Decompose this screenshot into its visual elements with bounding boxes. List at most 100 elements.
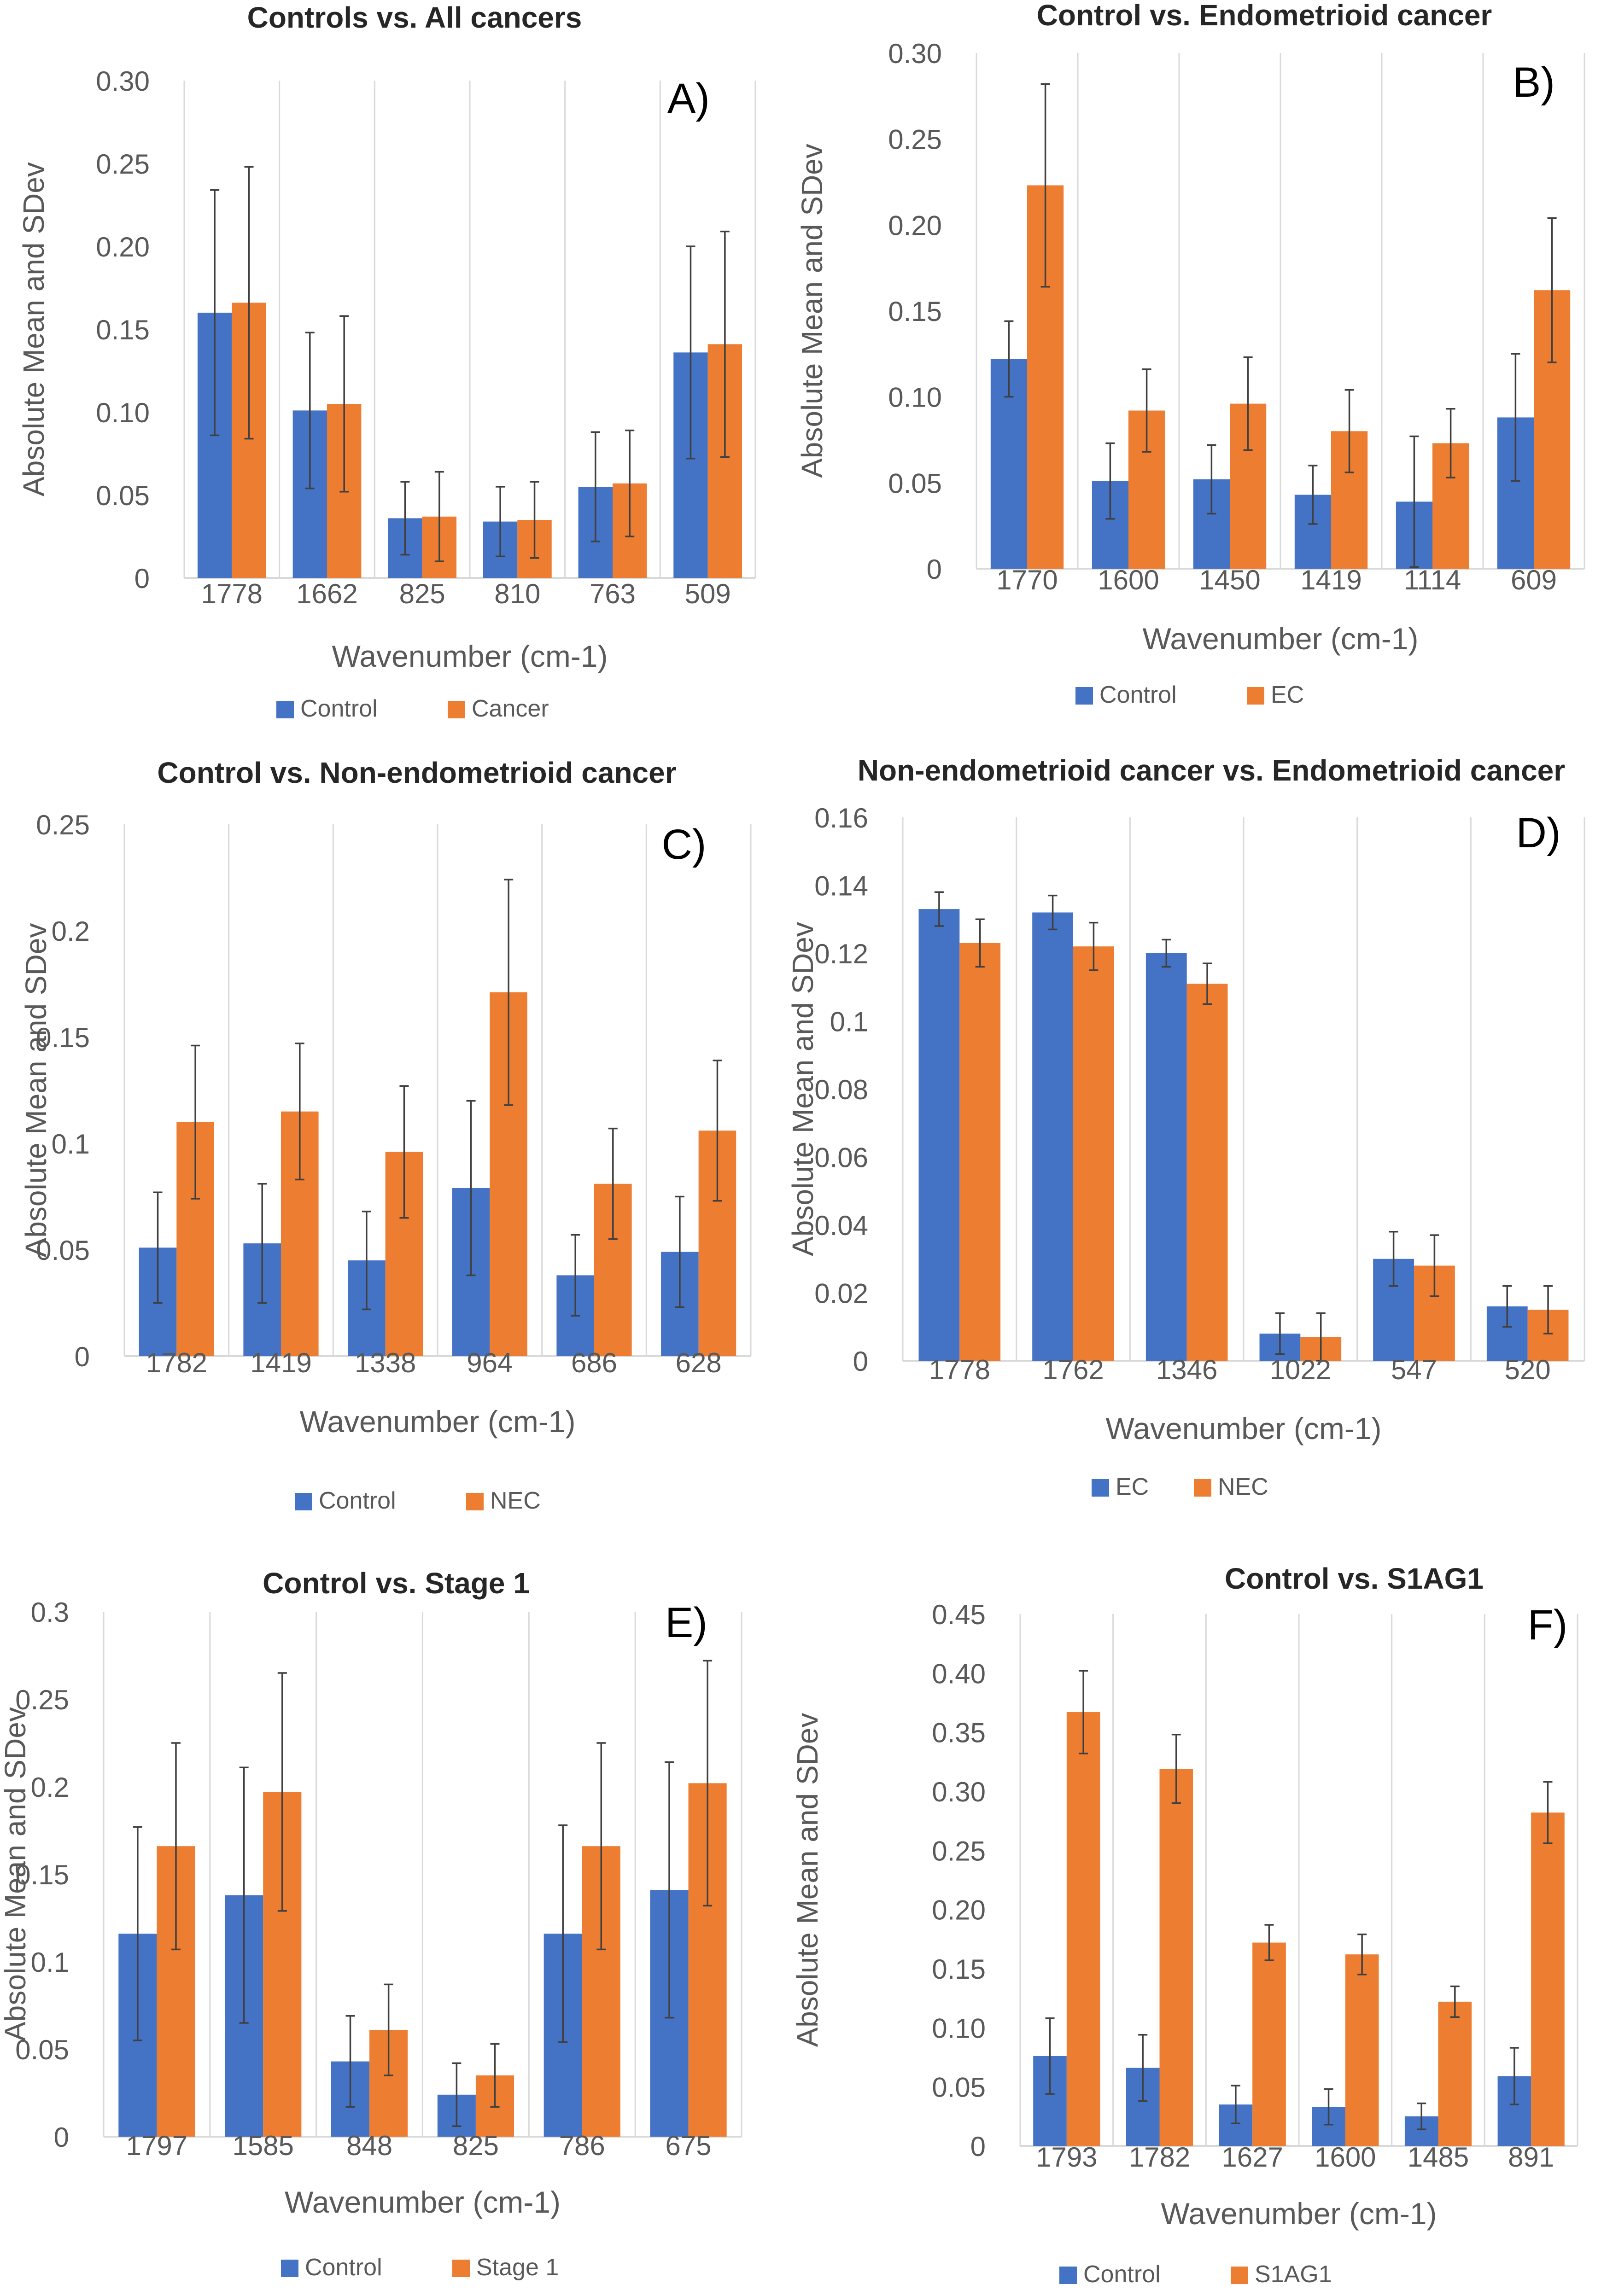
- error-bar: [703, 1660, 713, 1907]
- x-axis-label: Wavenumber (cm-1): [1143, 622, 1419, 656]
- chart-title: Non-endometrioid cancer vs. Endometrioid…: [858, 754, 1565, 787]
- x-tick-label: 1419: [1300, 565, 1362, 595]
- legend-entry-stage-1[interactable]: Stage 1: [452, 2254, 559, 2281]
- bar-ec-1346[interactable]: [1145, 953, 1187, 1361]
- legend-swatch: [1231, 2267, 1248, 2284]
- x-tick-label: 1585: [233, 2130, 294, 2161]
- legend-entry-s1ag1[interactable]: S1AG1: [1231, 2261, 1332, 2288]
- x-tick-label: 609: [1511, 565, 1557, 595]
- y-tick-label: 0.15: [36, 1022, 90, 1053]
- bar-s1ag1-1793[interactable]: [1066, 1712, 1100, 2146]
- error-bar: [934, 891, 944, 927]
- legend-swatch: [1059, 2267, 1077, 2284]
- error-bar: [400, 481, 410, 556]
- legend-label: EC: [1116, 1474, 1149, 1500]
- x-tick-label: 1782: [146, 1347, 207, 1378]
- bar-s1ag1-891[interactable]: [1531, 1812, 1565, 2146]
- legend-entry-control[interactable]: Control: [281, 2254, 382, 2281]
- error-bar: [1502, 1285, 1512, 1328]
- x-tick-label: 1600: [1315, 2142, 1376, 2173]
- error-bar: [1511, 353, 1520, 482]
- bar-ec-1762[interactable]: [1032, 912, 1073, 1361]
- x-tick-label: 891: [1508, 2142, 1554, 2173]
- legend-swatch: [276, 701, 294, 718]
- chart-title: Control vs. S1AG1: [1225, 1562, 1484, 1595]
- error-bar: [625, 429, 635, 537]
- y-tick-label: 0.05: [932, 2072, 986, 2103]
- legend-entry-control[interactable]: Control: [295, 1487, 396, 1514]
- panel-label: A): [667, 75, 710, 122]
- error-bar: [1231, 2085, 1240, 2124]
- bar-s1ag1-1600[interactable]: [1345, 1954, 1379, 2146]
- bar-s1ag1-1627[interactable]: [1252, 1942, 1286, 2146]
- x-tick-label: 825: [399, 578, 445, 609]
- chart-title: Control vs. Endometrioid cancer: [1037, 0, 1492, 32]
- x-tick-label: 964: [467, 1347, 513, 1378]
- y-tick-label: 0.25: [36, 810, 90, 840]
- error-bar: [295, 1043, 304, 1181]
- legend-entry-control[interactable]: Control: [1059, 2261, 1161, 2288]
- legend-entry-control[interactable]: Control: [1075, 682, 1177, 708]
- bar-nec-1762[interactable]: [1073, 946, 1114, 1361]
- legend-label: S1AG1: [1255, 2261, 1332, 2288]
- legend-entry-cancer[interactable]: Cancer: [448, 695, 549, 722]
- y-axis-label: Absolute Mean and SDev: [19, 923, 53, 1258]
- x-tick-label: 547: [1391, 1354, 1437, 1385]
- error-bar: [345, 2015, 355, 2108]
- error-bar: [1243, 356, 1253, 451]
- legend-swatch: [295, 1493, 312, 1510]
- x-tick-label: 825: [453, 2130, 499, 2161]
- bar-ec-1778[interactable]: [918, 909, 960, 1361]
- y-tick-label: 0.10: [96, 397, 150, 428]
- error-bar: [1509, 2047, 1519, 2105]
- error-bar: [1357, 1933, 1367, 1975]
- y-tick-label: 0.2: [52, 916, 90, 947]
- error-bar: [466, 1100, 476, 1276]
- panel-label: B): [1513, 59, 1555, 106]
- error-bar: [384, 1983, 393, 2076]
- error-bar: [1142, 368, 1151, 453]
- y-tick-label: 0: [75, 1341, 90, 1372]
- error-bar: [665, 1761, 674, 2019]
- error-bar: [1203, 962, 1212, 1005]
- legend-entry-ec[interactable]: EC: [1092, 1474, 1149, 1500]
- bar-nec-1346[interactable]: [1186, 984, 1228, 1361]
- y-axis-label: Absolute Mean and SDev: [786, 922, 819, 1256]
- bar-s1ag1-1782[interactable]: [1159, 1769, 1193, 2146]
- bar-nec-1778[interactable]: [959, 943, 1001, 1361]
- y-tick-label: 0: [853, 1346, 868, 1377]
- error-bar: [362, 1211, 371, 1311]
- error-bar: [1171, 1734, 1181, 1804]
- error-bar: [1207, 444, 1216, 515]
- legend-entry-nec[interactable]: NEC: [466, 1487, 541, 1514]
- error-bar: [1446, 408, 1455, 478]
- x-axis-label: Wavenumber (cm-1): [1161, 2197, 1437, 2231]
- legend-entry-nec[interactable]: NEC: [1194, 1474, 1268, 1500]
- bar-s1ag1-1485[interactable]: [1438, 2001, 1472, 2146]
- error-bar: [504, 879, 514, 1106]
- error-bar: [1324, 2088, 1333, 2126]
- error-bar: [305, 332, 315, 490]
- x-tick-label: 520: [1505, 1354, 1551, 1385]
- x-axis-label: Wavenumber (cm-1): [332, 639, 608, 673]
- error-bar: [1004, 320, 1014, 398]
- error-bar: [1543, 1781, 1553, 1844]
- error-bar: [191, 1044, 200, 1200]
- y-tick-label: 0.15: [96, 315, 150, 345]
- legend-label: Control: [1099, 682, 1177, 708]
- chart-panel-d: 0 0.02 0.04 0.06 0.08 0.1 0.12 0.14 0.16 1778 1762…: [786, 754, 1585, 1500]
- error-bar: [590, 431, 600, 542]
- chart-panel-a: 0 0.05 0.10 0.15 0.20 0.25 0.30 1778 1662 825 810 7…: [17, 1, 756, 722]
- legend-entry-control[interactable]: Control: [276, 695, 378, 722]
- y-axis-label: Absolute Mean and SDev: [0, 1707, 32, 2041]
- error-bar: [558, 1824, 568, 2043]
- error-bar: [686, 245, 695, 460]
- legend-entry-ec[interactable]: EC: [1247, 682, 1304, 708]
- y-tick-label: 0.3: [31, 1597, 69, 1628]
- y-tick-label: 0.10: [932, 2013, 986, 2044]
- legend-label: NEC: [1218, 1474, 1268, 1500]
- y-tick-label: 0: [54, 2122, 69, 2153]
- error-bar: [1045, 2017, 1055, 2095]
- y-tick-label: 0.12: [814, 938, 868, 969]
- error-bar: [1409, 435, 1419, 568]
